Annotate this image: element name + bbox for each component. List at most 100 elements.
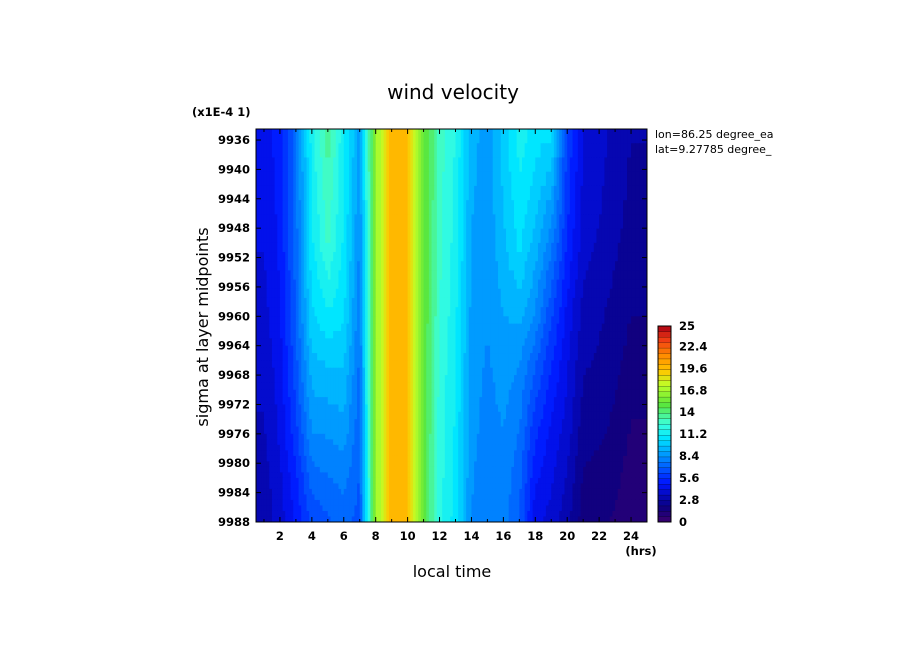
heatmap-cell bbox=[474, 389, 478, 398]
heatmap-cell bbox=[319, 242, 324, 253]
heatmap-cell bbox=[627, 382, 632, 391]
heatmap-cell bbox=[623, 353, 628, 361]
heatmap-cell bbox=[271, 129, 276, 144]
heatmap-cell bbox=[442, 367, 446, 376]
heatmap-cell bbox=[577, 439, 582, 446]
heatmap-cell bbox=[511, 157, 515, 173]
heatmap-cell bbox=[474, 323, 478, 332]
heatmap-cell bbox=[599, 242, 603, 253]
heatmap-cell bbox=[479, 411, 483, 420]
heatmap-cell bbox=[346, 426, 350, 435]
heatmap-cell bbox=[431, 397, 435, 406]
heatmap-cell bbox=[333, 288, 337, 299]
heatmap-cell bbox=[317, 252, 321, 262]
heatmap-cell bbox=[370, 389, 374, 398]
heatmap-cell bbox=[498, 261, 502, 271]
heatmap-cell bbox=[263, 214, 268, 230]
heatmap-cell bbox=[524, 397, 528, 406]
heatmap-cell bbox=[341, 419, 345, 428]
heatmap-cell bbox=[532, 316, 536, 325]
heatmap-cell bbox=[418, 157, 422, 173]
heatmap-cell bbox=[349, 297, 353, 308]
heatmap-cell bbox=[484, 307, 489, 317]
heatmap-cell bbox=[410, 433, 414, 440]
heatmap-cell bbox=[620, 185, 624, 201]
heatmap-cell bbox=[498, 185, 502, 201]
heatmap-cell bbox=[455, 367, 459, 376]
heatmap-cell bbox=[487, 411, 491, 420]
heatmap-cell bbox=[452, 444, 457, 451]
heatmap-cell bbox=[442, 200, 446, 215]
heatmap-cell bbox=[325, 360, 329, 369]
heatmap-cell bbox=[444, 439, 449, 446]
heatmap-cell bbox=[282, 242, 286, 253]
heatmap-cell bbox=[561, 171, 566, 187]
heatmap-cell bbox=[309, 439, 313, 446]
heatmap-cell bbox=[399, 185, 403, 201]
heatmap-cell bbox=[314, 316, 318, 325]
heatmap-cell bbox=[577, 404, 582, 413]
heatmap-cell bbox=[569, 360, 574, 369]
heatmap-cell bbox=[271, 439, 276, 446]
heatmap-cell bbox=[381, 185, 385, 201]
heatmap-cell bbox=[514, 252, 518, 262]
heatmap-cell bbox=[631, 316, 636, 325]
heatmap-cell bbox=[327, 397, 332, 406]
heatmap-cell bbox=[601, 382, 606, 391]
heatmap-cell bbox=[370, 316, 374, 325]
heatmap-cell bbox=[543, 323, 547, 332]
heatmap-cell bbox=[407, 171, 411, 187]
heatmap-cell bbox=[500, 433, 504, 440]
heatmap-cell bbox=[612, 157, 616, 173]
heatmap-cell bbox=[351, 297, 356, 308]
heatmap-cell bbox=[343, 316, 348, 325]
heatmap-cell bbox=[460, 433, 465, 440]
heatmap-cell bbox=[553, 323, 558, 332]
heatmap-cell bbox=[514, 338, 518, 347]
heatmap-cell bbox=[559, 411, 563, 420]
heatmap-cell bbox=[298, 214, 302, 230]
heatmap-cell bbox=[583, 157, 587, 173]
heatmap-cell bbox=[458, 345, 462, 354]
heatmap-cell bbox=[604, 404, 608, 413]
heatmap-cell bbox=[609, 129, 614, 144]
heatmap-cell bbox=[460, 261, 465, 271]
heatmap-cell bbox=[287, 297, 292, 308]
heatmap-cell bbox=[309, 426, 313, 435]
heatmap-cell bbox=[564, 279, 568, 290]
heatmap-cell bbox=[383, 261, 387, 271]
heatmap-cell bbox=[410, 157, 414, 173]
heatmap-cell bbox=[439, 297, 443, 308]
heatmap-cell bbox=[458, 353, 462, 361]
heatmap-cell bbox=[635, 433, 640, 440]
heatmap-cell bbox=[612, 143, 616, 159]
heatmap-cell bbox=[506, 279, 510, 290]
heatmap-cell bbox=[365, 375, 369, 384]
heatmap-cell bbox=[333, 353, 337, 361]
heatmap-cell bbox=[314, 331, 318, 339]
heatmap-cell bbox=[322, 367, 326, 376]
heatmap-cell bbox=[404, 143, 409, 159]
heatmap-cell bbox=[274, 338, 278, 347]
heatmap-cell bbox=[508, 270, 512, 281]
heatmap-cell bbox=[615, 360, 619, 369]
heatmap-cell bbox=[559, 382, 563, 391]
heatmap-cell bbox=[378, 433, 382, 440]
heatmap-cell bbox=[375, 426, 379, 435]
heatmap-cell bbox=[514, 171, 518, 187]
heatmap-cell bbox=[535, 323, 539, 332]
heatmap-cell bbox=[298, 157, 302, 173]
heatmap-cell bbox=[635, 279, 640, 290]
heatmap-cell bbox=[463, 171, 467, 187]
heatmap-cell bbox=[543, 157, 547, 173]
heatmap-cell bbox=[503, 375, 507, 384]
heatmap-cell bbox=[631, 419, 636, 428]
heatmap-cell bbox=[346, 444, 350, 451]
heatmap-cell bbox=[269, 411, 273, 420]
heatmap-cell bbox=[415, 316, 419, 325]
heatmap-cell bbox=[585, 143, 590, 159]
heatmap-cell bbox=[295, 444, 300, 451]
heatmap-cell bbox=[447, 252, 451, 262]
heatmap-cell bbox=[604, 338, 608, 347]
heatmap-cell bbox=[596, 143, 600, 159]
